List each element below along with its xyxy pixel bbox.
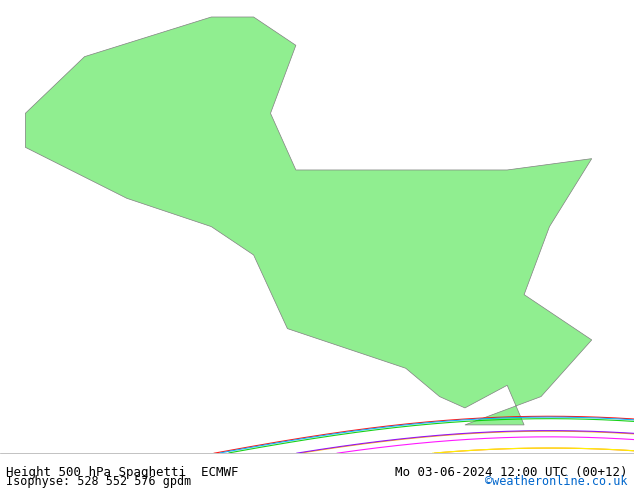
Text: Isophyse: 528 552 576 gpdm: Isophyse: 528 552 576 gpdm — [6, 475, 191, 488]
Text: ©weatheronline.co.uk: ©weatheronline.co.uk — [485, 475, 628, 488]
Text: Mo 03-06-2024 12:00 UTC (00+12): Mo 03-06-2024 12:00 UTC (00+12) — [395, 466, 628, 479]
Polygon shape — [25, 17, 592, 425]
Text: Height 500 hPa Spaghetti  ECMWF: Height 500 hPa Spaghetti ECMWF — [6, 466, 239, 479]
